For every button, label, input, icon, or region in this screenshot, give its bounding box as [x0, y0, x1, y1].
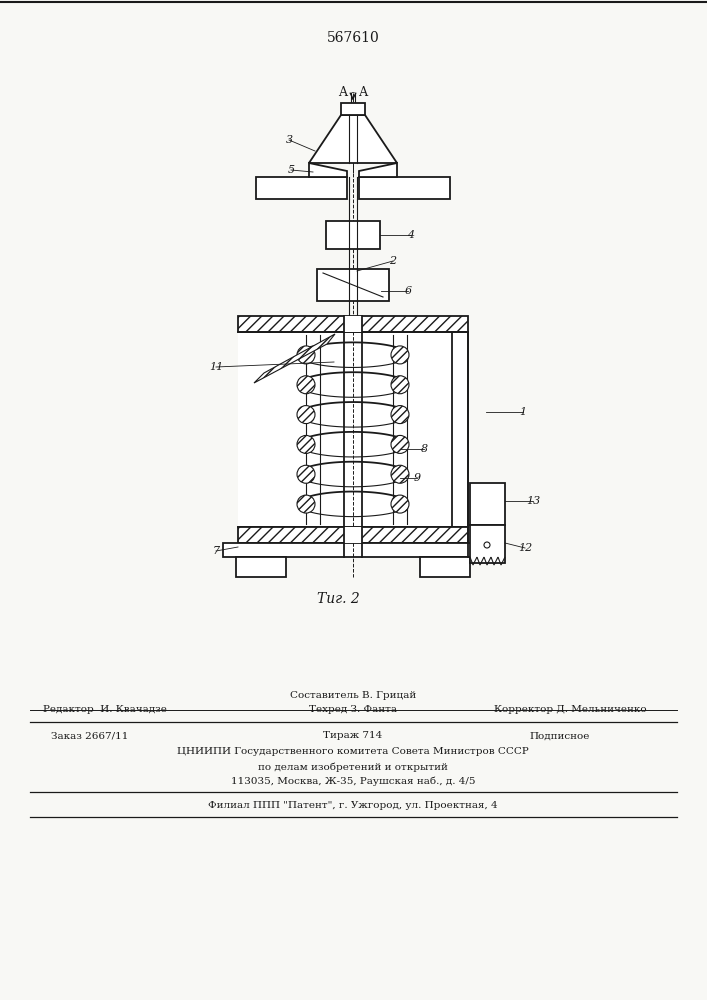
Text: 113035, Москва, Ж-35, Раушская наб., д. 4/5: 113035, Москва, Ж-35, Раушская наб., д. … [230, 776, 475, 786]
Bar [236, 557, 286, 577]
Bar [326, 221, 380, 249]
Bar [238, 332, 452, 527]
Polygon shape [254, 334, 335, 383]
Bar [420, 557, 470, 577]
Text: 567610: 567610 [327, 31, 380, 45]
Circle shape [391, 346, 409, 364]
Text: Филиал ППП "Патент", г. Ужгород, ул. Проектная, 4: Филиал ППП "Патент", г. Ужгород, ул. Про… [208, 802, 498, 810]
Text: 7: 7 [212, 546, 220, 556]
Bar [223, 543, 483, 557]
Text: Τиг. 2: Τиг. 2 [317, 592, 359, 606]
Text: по делам изобретений и открытий: по делам изобретений и открытий [258, 762, 448, 772]
Circle shape [391, 465, 409, 483]
Circle shape [391, 376, 409, 394]
Text: 12: 12 [518, 543, 532, 553]
Text: 13: 13 [526, 496, 540, 506]
Text: Корректор Д. Мельниченко: Корректор Д. Мельниченко [493, 706, 646, 714]
Text: 3: 3 [286, 135, 293, 145]
Text: 9: 9 [414, 473, 421, 483]
Circle shape [484, 542, 490, 548]
Circle shape [297, 465, 315, 483]
Text: 2: 2 [390, 256, 397, 266]
Circle shape [297, 495, 315, 513]
Text: 8: 8 [421, 444, 428, 454]
Text: Тираж 714: Тираж 714 [323, 732, 382, 740]
Text: 5: 5 [288, 165, 295, 175]
Bar [452, 332, 468, 527]
Bar [317, 269, 389, 301]
Bar [470, 525, 505, 563]
Text: Заказ 2667/11: Заказ 2667/11 [52, 732, 129, 740]
Text: 1: 1 [520, 407, 527, 417]
Polygon shape [309, 163, 347, 177]
Text: ЦНИИПИ Государственного комитета Совета Министров СССР: ЦНИИПИ Государственного комитета Совета … [177, 748, 529, 756]
Bar [344, 316, 362, 332]
Text: Техред З. Фанта: Техред З. Фанта [309, 706, 397, 714]
Circle shape [297, 435, 315, 453]
Bar [238, 316, 468, 332]
Bar [256, 177, 347, 199]
Bar [341, 103, 365, 115]
Bar [359, 177, 450, 199]
Circle shape [391, 495, 409, 513]
Text: 6: 6 [404, 286, 411, 296]
Polygon shape [359, 163, 397, 177]
Circle shape [391, 435, 409, 453]
Text: A - A: A - A [338, 87, 368, 100]
Text: 11: 11 [209, 362, 223, 372]
Bar [470, 483, 505, 525]
Text: Подписное: Подписное [530, 732, 590, 740]
Text: Редактор  И. Квачадзе: Редактор И. Квачадзе [43, 706, 167, 714]
Circle shape [297, 406, 315, 424]
Circle shape [391, 406, 409, 424]
Polygon shape [309, 115, 397, 163]
Circle shape [297, 376, 315, 394]
Text: Составитель В. Грицай: Составитель В. Грицай [290, 692, 416, 700]
Text: 4: 4 [407, 230, 414, 240]
Bar [238, 527, 468, 543]
Bar [344, 527, 362, 543]
Circle shape [297, 346, 315, 364]
